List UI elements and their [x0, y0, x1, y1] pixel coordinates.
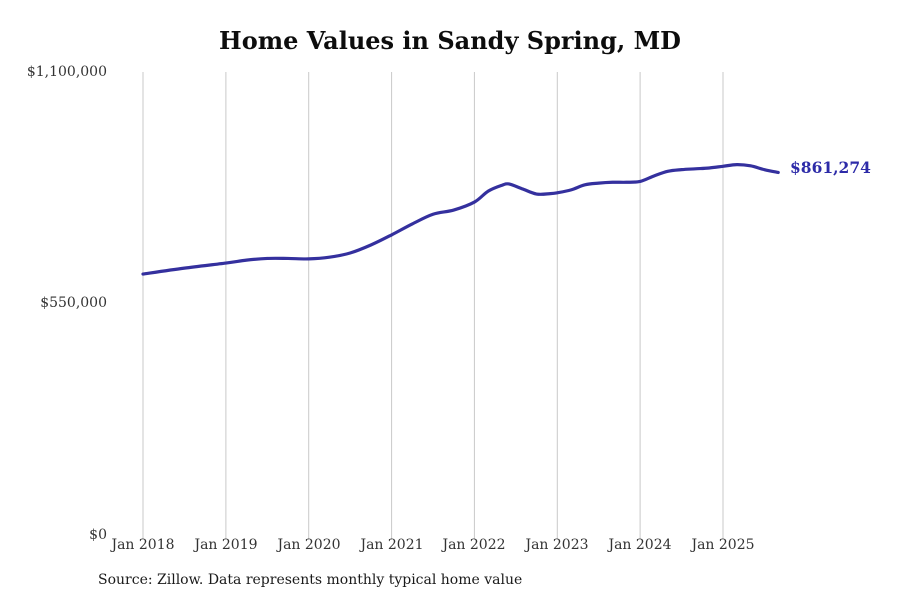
- x-axis-tick-label: Jan 2024: [608, 537, 672, 553]
- y-axis-tick-label-mid: $550,000: [40, 295, 107, 311]
- x-axis-tick-label: Jan 2019: [194, 537, 258, 553]
- source-attribution: Source: Zillow. Data represents monthly …: [98, 572, 523, 588]
- latest-value-label: $861,274: [790, 158, 871, 177]
- home-value-line: [141, 162, 780, 276]
- x-axis-tick-label: Jan 2025: [691, 537, 755, 553]
- y-axis-tick-label-top: $1,100,000: [26, 64, 107, 80]
- x-axis-tick-label: Jan 2018: [111, 537, 175, 553]
- x-axis-tick-label: Jan 2023: [525, 537, 589, 553]
- x-axis-tick-label: Jan 2021: [360, 537, 424, 553]
- y-axis-tick-label-bottom: $0: [89, 527, 107, 543]
- x-axis-tick-label: Jan 2022: [442, 537, 506, 553]
- chart-title: Home Values in Sandy Spring, MD: [219, 26, 681, 55]
- x-axis-tick-label: Jan 2020: [277, 537, 341, 553]
